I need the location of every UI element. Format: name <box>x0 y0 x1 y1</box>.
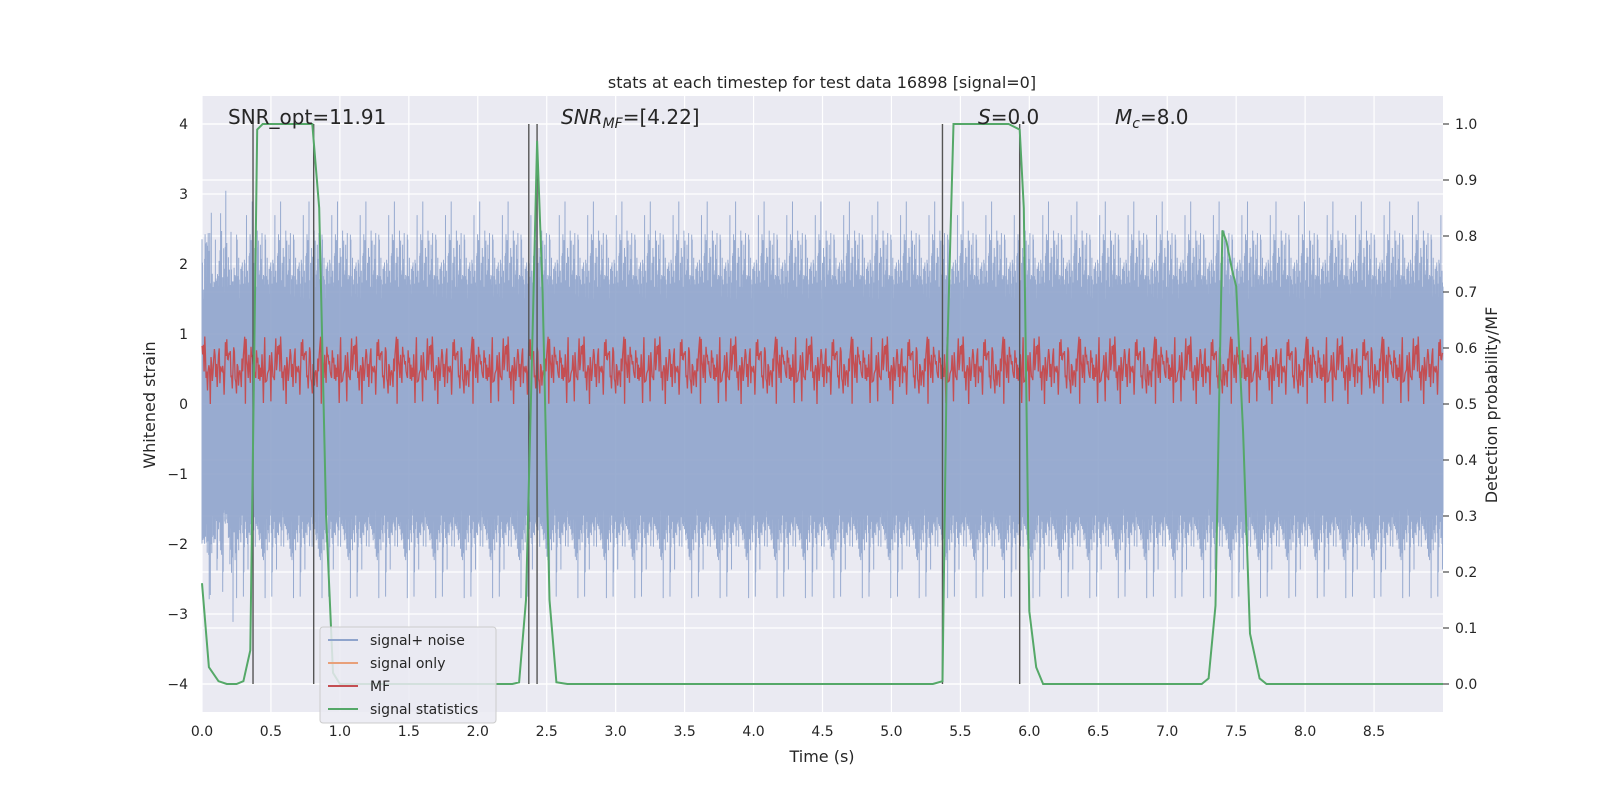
x-ticks: 0.0 0.5 1.0 1.5 2.0 2.5 3.0 3.5 4.0 4.5 5.0 5.5 6.0 6… <box>191 724 1385 740</box>
x-tick-label: 3.5 <box>673 724 695 740</box>
x-tick-label: 4.0 <box>742 724 764 740</box>
legend: signal+ noise signal only MF signal stat… <box>319 626 497 724</box>
x-tick-label: 3.0 <box>605 724 627 740</box>
y-tick-label-right: 0.2 <box>1455 565 1477 581</box>
x-tick-label: 1.5 <box>398 724 420 740</box>
legend-label-signal-noise: signal+ noise <box>370 633 465 649</box>
y-tick-label-left: −4 <box>167 677 188 693</box>
y-tick-label-left: 3 <box>179 187 188 203</box>
series-mf <box>201 336 1444 405</box>
y-tick-label-left: −2 <box>167 537 188 553</box>
mf-line <box>201 336 1444 405</box>
y-tick-label-right: 0.8 <box>1455 229 1477 245</box>
y-tick-label-left: −1 <box>167 467 188 483</box>
x-tick-label: 8.5 <box>1363 724 1385 740</box>
legend-label-signal-only: signal only <box>370 656 445 672</box>
annotation-s: S=0.0 <box>978 105 1039 129</box>
x-tick-label: 0.5 <box>260 724 282 740</box>
x-tick-label: 8.0 <box>1294 724 1316 740</box>
annotation-mc: Mc=8.0 <box>1115 105 1189 132</box>
legend-label-signal-statistics: signal statistics <box>370 702 478 718</box>
y-tick-label-left: 1 <box>179 327 188 343</box>
x-tick-label: 4.5 <box>811 724 833 740</box>
annotation-snr-opt: SNR_opt=11.91 <box>228 105 386 129</box>
x-tick-label: 7.0 <box>1156 724 1178 740</box>
y-tick-label-right: 0.1 <box>1455 621 1477 637</box>
y-tick-label-right: 0.9 <box>1455 173 1477 189</box>
x-tick-label: 1.0 <box>329 724 351 740</box>
x-tick-label: 6.5 <box>1087 724 1109 740</box>
x-tick-label: 6.0 <box>1018 724 1040 740</box>
y-tick-label-right: 0.4 <box>1455 453 1477 469</box>
y-tick-label-right: 0.3 <box>1455 509 1477 525</box>
y-ticks-left: −4 −3 −2 −1 0 1 2 3 4 <box>167 117 188 693</box>
signal-statistics-line <box>201 123 1443 685</box>
annotation-snr-mf: SNRMF=[4.22] <box>561 105 700 132</box>
series-signal-plus-noise <box>201 190 1444 622</box>
x-tick-label: 5.5 <box>949 724 971 740</box>
x-tick-label: 2.5 <box>536 724 558 740</box>
y-tick-label-right: 0.0 <box>1455 677 1477 693</box>
y-tick-label-right: 0.5 <box>1455 397 1477 413</box>
y-tick-label-left: 2 <box>179 257 188 273</box>
y-tick-label-left: 4 <box>179 117 188 133</box>
legend-label-mf: MF <box>370 679 390 695</box>
x-axis-label: Time (s) <box>788 747 854 766</box>
y-tick-label-left: −3 <box>167 607 188 623</box>
y-tick-label-right: 0.7 <box>1455 285 1477 301</box>
x-tick-label: 5.0 <box>880 724 902 740</box>
y-axis-label-left: Whitened strain <box>140 341 159 468</box>
series-signal-statistics <box>201 123 1443 685</box>
y-axis-label-right: Detection probability/MF <box>1482 307 1501 504</box>
y-tick-label-right: 1.0 <box>1455 117 1477 133</box>
chart-title: stats at each timestep for test data 168… <box>608 73 1036 92</box>
legend-box <box>319 626 497 724</box>
signal-plus-noise-line <box>201 190 1444 622</box>
x-tick-label: 0.0 <box>191 724 213 740</box>
y-ticks-right: 0.0 0.1 0.2 0.3 0.4 0.5 0.6 0.7 0.8 0.9 1.0 <box>1443 117 1477 693</box>
y-tick-label-left: 0 <box>179 397 188 413</box>
y-tick-label-right: 0.6 <box>1455 341 1477 357</box>
x-tick-label: 7.5 <box>1225 724 1247 740</box>
x-tick-label: 2.0 <box>467 724 489 740</box>
